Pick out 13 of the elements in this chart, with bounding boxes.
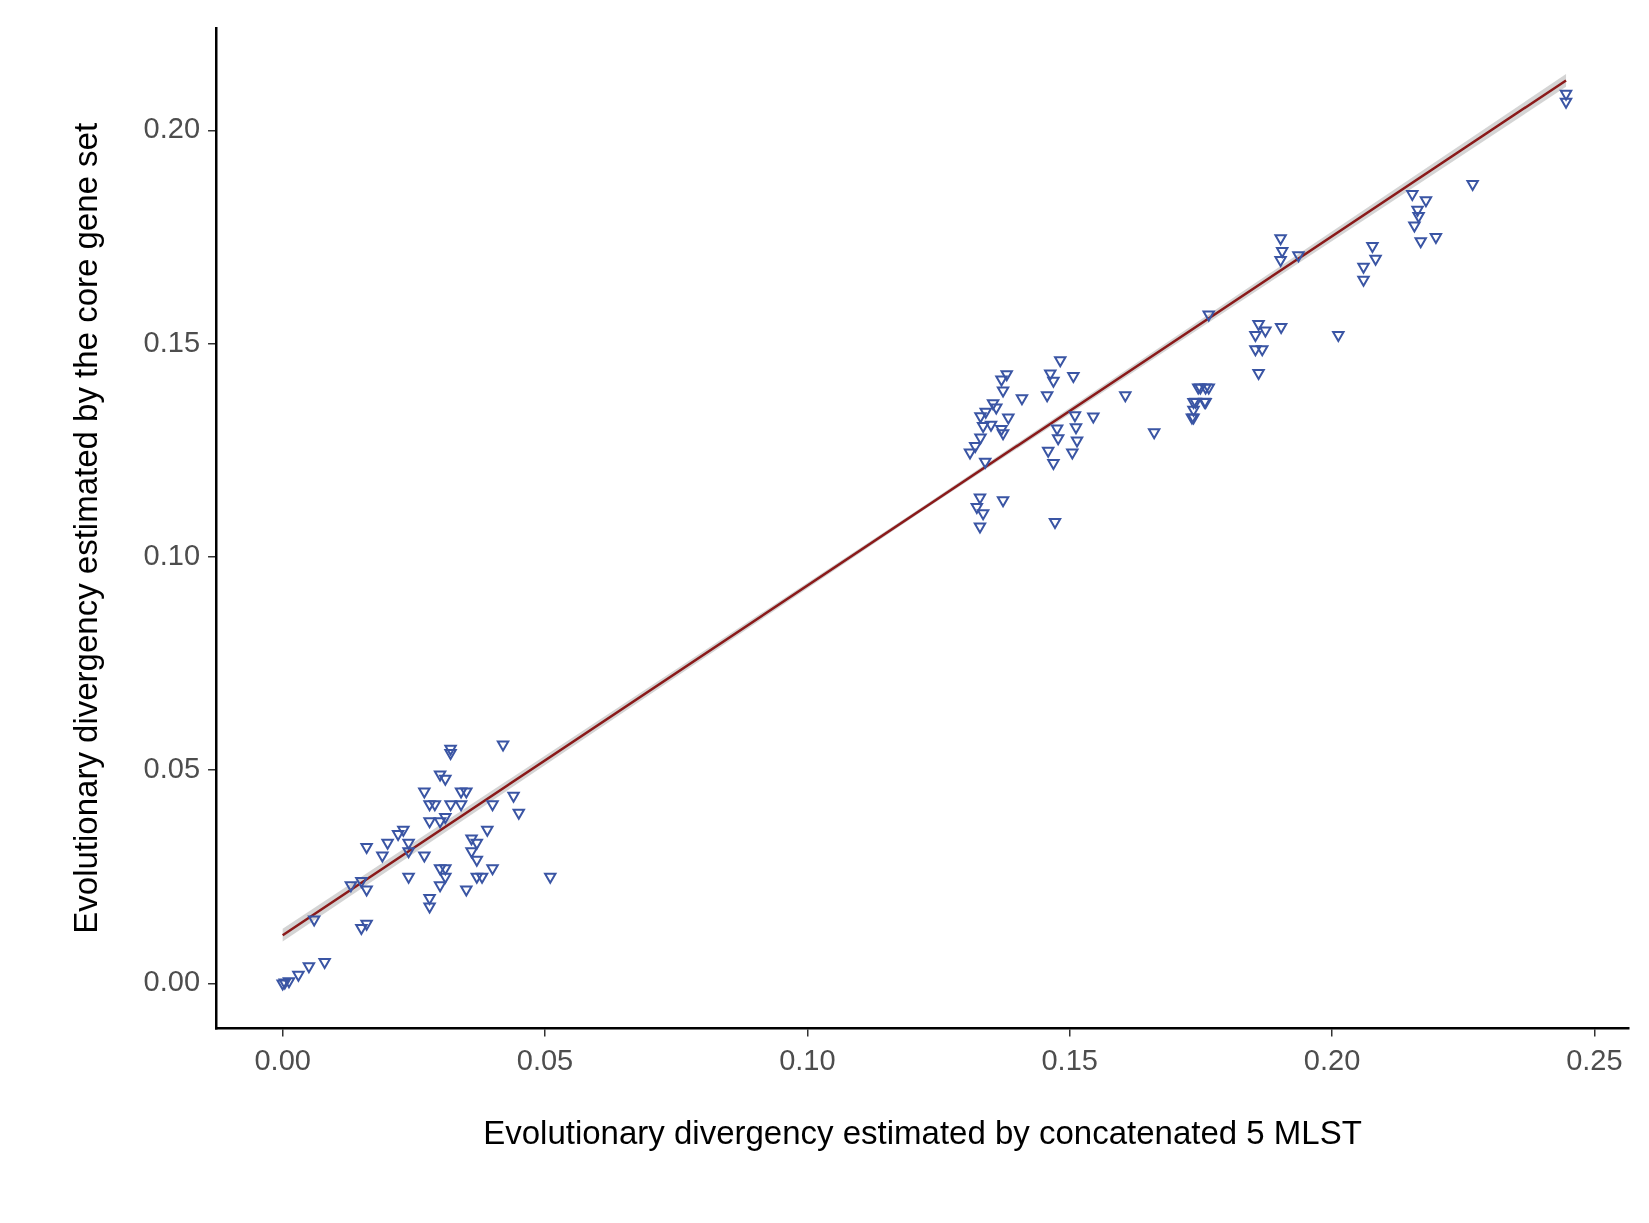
x-tick-label: 0.00	[254, 1044, 311, 1076]
x-tick-label: 0.25	[1566, 1044, 1623, 1076]
x-tick-label: 0.10	[779, 1044, 836, 1076]
x-tick-label: 0.20	[1303, 1044, 1361, 1076]
y-tick-label: 0.05	[143, 752, 201, 785]
y-tick-label: 0.00	[143, 965, 201, 998]
y-tick-label: 0.15	[143, 325, 201, 358]
x-axis-title: Evolutionary divergency estimated by concatenated 5 MLST	[483, 1114, 1362, 1152]
x-tick-label: 0.05	[516, 1044, 574, 1076]
x-tick-label: 0.15	[1041, 1044, 1098, 1076]
y-tick-label: 0.10	[143, 538, 201, 571]
y-axis-title: Evolutionary divergency estimated by the core gene set	[66, 122, 104, 934]
y-tick-label: 0.20	[143, 112, 201, 145]
